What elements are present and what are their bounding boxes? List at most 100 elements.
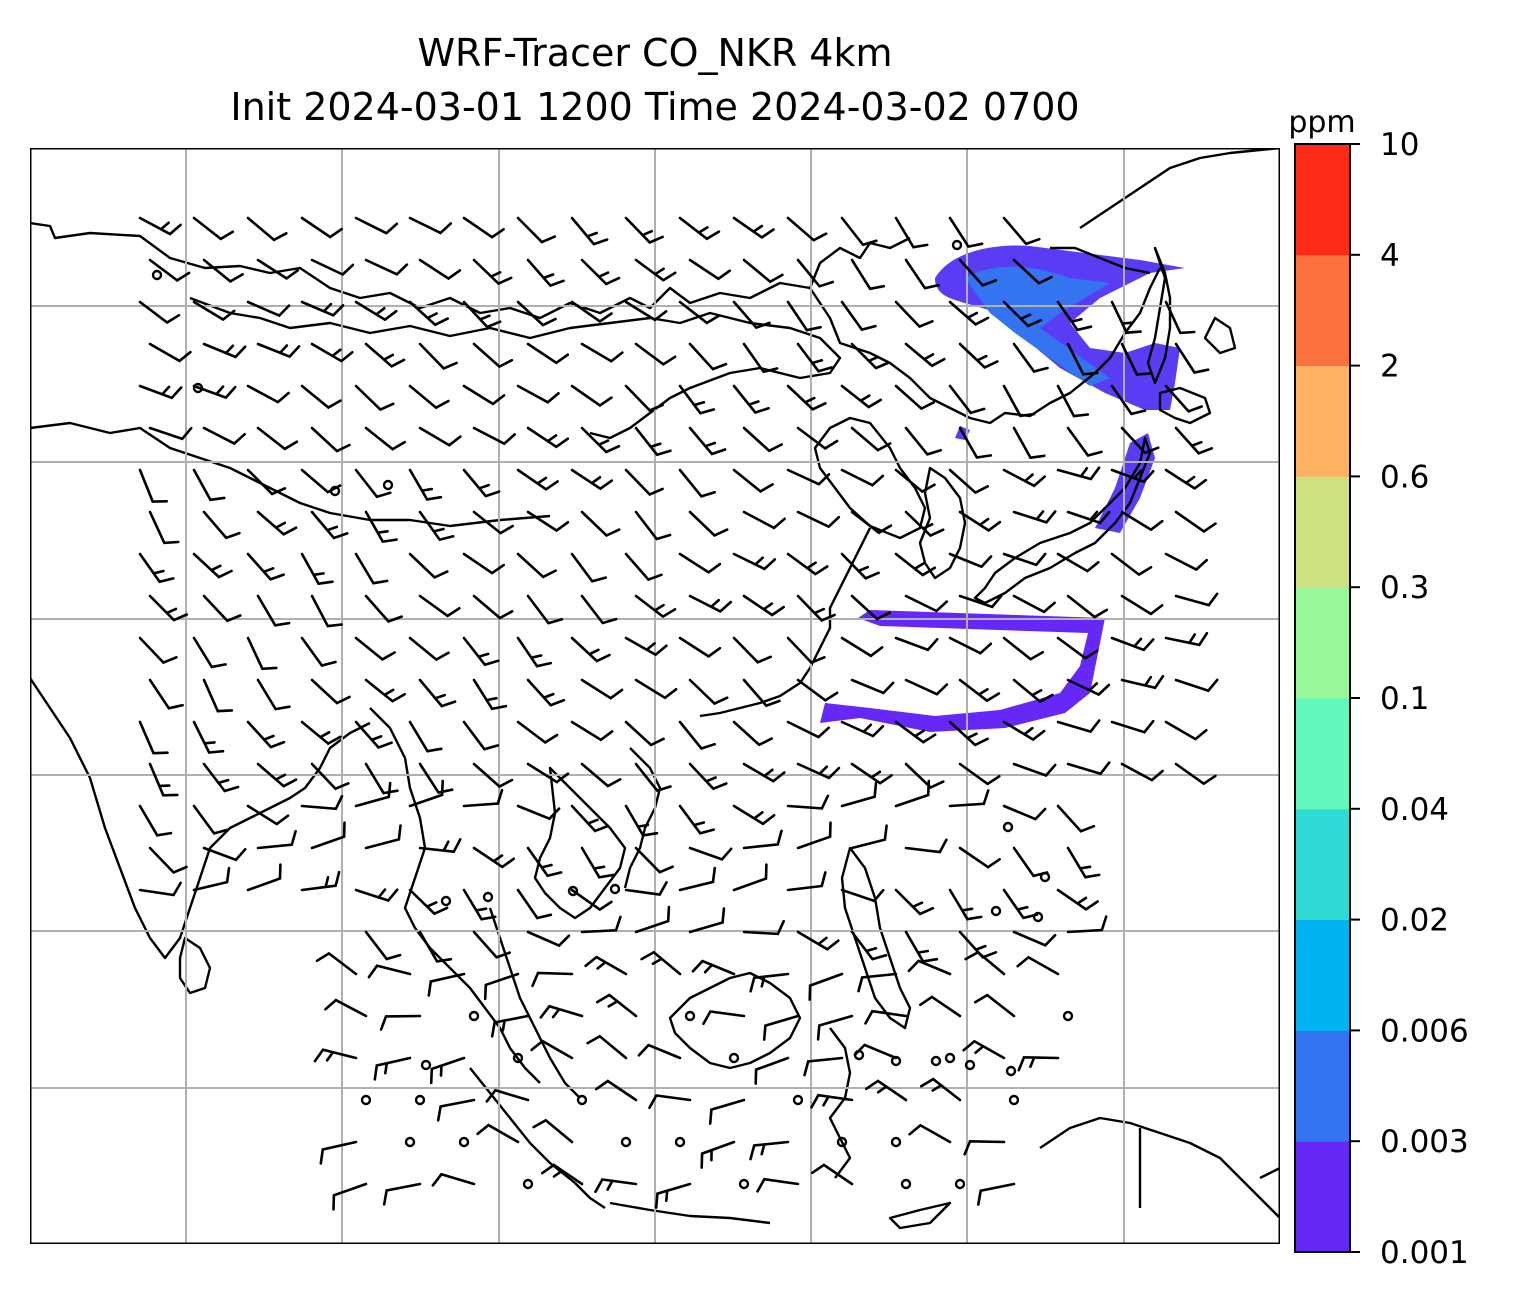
wind-barb-139 (418, 510, 455, 542)
wind-barb-356 (324, 998, 368, 1018)
wind-barb-133 (1164, 468, 1208, 490)
wind-barb-301 (634, 846, 674, 874)
wind-barb-48 (894, 300, 934, 329)
wind-barb-298 (472, 846, 515, 869)
coastline-layer (30, 148, 1280, 1230)
wind-barb-162 (570, 552, 607, 583)
map-subtitle: Init 2024-03-01 1200 Time 2024-03-02 070… (230, 85, 1080, 129)
wind-barb-176 (256, 594, 291, 627)
wind-barb-331 (526, 930, 571, 948)
wind-barb-231 (1066, 678, 1111, 697)
wind-barb-35 (192, 300, 236, 322)
wind-barb-118 (354, 468, 392, 499)
wind-barb-364 (762, 1014, 800, 1041)
wind-barb-336 (796, 930, 840, 951)
wind-barb-259 (418, 762, 454, 794)
calm-circle-384 (360, 1094, 372, 1106)
coast-sumatra (469, 1067, 606, 1209)
colorbar-segment-3 (1295, 808, 1350, 921)
calm-circle-441 (1005, 1065, 1017, 1077)
calm-circle-423 (151, 269, 163, 281)
wind-barb-238 (354, 720, 393, 750)
wind-barb-295 (310, 821, 346, 850)
wind-barb-279 (408, 779, 444, 808)
wind-barb-60 (472, 342, 514, 369)
wind-barb-320 (678, 866, 717, 892)
wind-barb-9 (624, 216, 664, 244)
wind-barb-70 (1012, 342, 1049, 373)
wind-barb-28 (742, 258, 784, 284)
wind-barb-357 (379, 1014, 422, 1031)
wind-barb-289 (948, 789, 990, 808)
wind-barb-309 (1066, 846, 1101, 879)
colorbar-segment-9 (1295, 144, 1350, 256)
wind-barb-419 (811, 1163, 854, 1186)
wind-barb-40 (462, 300, 502, 329)
wind-barb-400 (476, 1123, 520, 1144)
wind-barb-100 (472, 426, 516, 446)
colorbar-tick-label-2: 0.006 (1380, 1013, 1469, 1049)
wind-barb-44 (678, 300, 721, 325)
calm-circle-417 (738, 1178, 750, 1190)
wind-barb-286 (786, 794, 830, 810)
wind-barb-379 (803, 1056, 844, 1077)
wind-barb-159 (408, 552, 449, 579)
wind-barb-68 (904, 342, 946, 368)
wind-barb-104 (688, 426, 727, 456)
wind-barb-109 (958, 426, 993, 459)
wind-barb-243 (624, 720, 665, 747)
wind-barb-330 (472, 930, 511, 959)
wind-barb-288 (894, 779, 931, 808)
wind-barb-412 (431, 1172, 476, 1187)
wind-barb-273 (1174, 762, 1217, 786)
wind-barb-344 (427, 972, 466, 997)
wind-barb-411 (382, 1182, 422, 1206)
calm-circle-388 (576, 1094, 588, 1106)
wind-barb-370 (313, 1048, 358, 1063)
wind-barb-3 (300, 216, 343, 239)
wind-barb-225 (742, 678, 781, 708)
wind-barb-281 (516, 804, 561, 821)
wind-barb-77 (300, 384, 342, 410)
wind-barb-63 (634, 342, 677, 366)
wind-barb-169 (948, 552, 993, 569)
wind-barb-354 (964, 950, 1006, 976)
wind-barb-323 (840, 888, 885, 903)
wind-barb-51 (1056, 300, 1093, 332)
wind-barb-262 (580, 762, 622, 788)
wind-barb-155 (192, 552, 233, 579)
wind-barb-95 (202, 426, 246, 446)
wind-barb-90 (1002, 384, 1036, 418)
wind-barb-111 (1066, 426, 1103, 457)
wind-barb-37 (300, 300, 345, 317)
colorbar-segment-2 (1295, 919, 1350, 1031)
wind-barb-96 (256, 426, 299, 451)
wind-barb-196 (246, 636, 278, 671)
wind-barb-345 (483, 972, 520, 1001)
wind-barb-302 (688, 846, 733, 861)
calm-circle-385 (414, 1094, 426, 1106)
wind-barb-349 (691, 959, 736, 976)
coast-philippines (840, 846, 912, 1030)
wind-barb-13 (840, 216, 878, 247)
calm-circle-377 (728, 1052, 740, 1064)
wind-barb-368 (973, 993, 1016, 1018)
coast-borneo (668, 971, 802, 1070)
wind-barb-394 (865, 1079, 908, 1102)
coast-korea-china (813, 416, 927, 540)
map-title: WRF-Tracer CO_NKR 4km (417, 31, 893, 75)
coast-japan-hokkaido (1158, 386, 1212, 425)
wind-barb-326 (1002, 888, 1039, 920)
wind-barb-272 (1120, 762, 1164, 782)
wind-barb-294 (256, 830, 297, 850)
wind-barb-189 (958, 594, 1003, 609)
wind-barb-287 (840, 781, 878, 808)
colorbar-segment-6 (1295, 476, 1350, 588)
wind-barb-284 (678, 804, 715, 835)
wind-barb-212 (1110, 636, 1155, 652)
wind-barb-150 (1012, 510, 1057, 524)
calm-circle-413 (522, 1178, 534, 1190)
wind-barb-321 (732, 863, 768, 892)
wind-barb-333 (634, 905, 671, 934)
wind-barb-17 (148, 258, 191, 282)
